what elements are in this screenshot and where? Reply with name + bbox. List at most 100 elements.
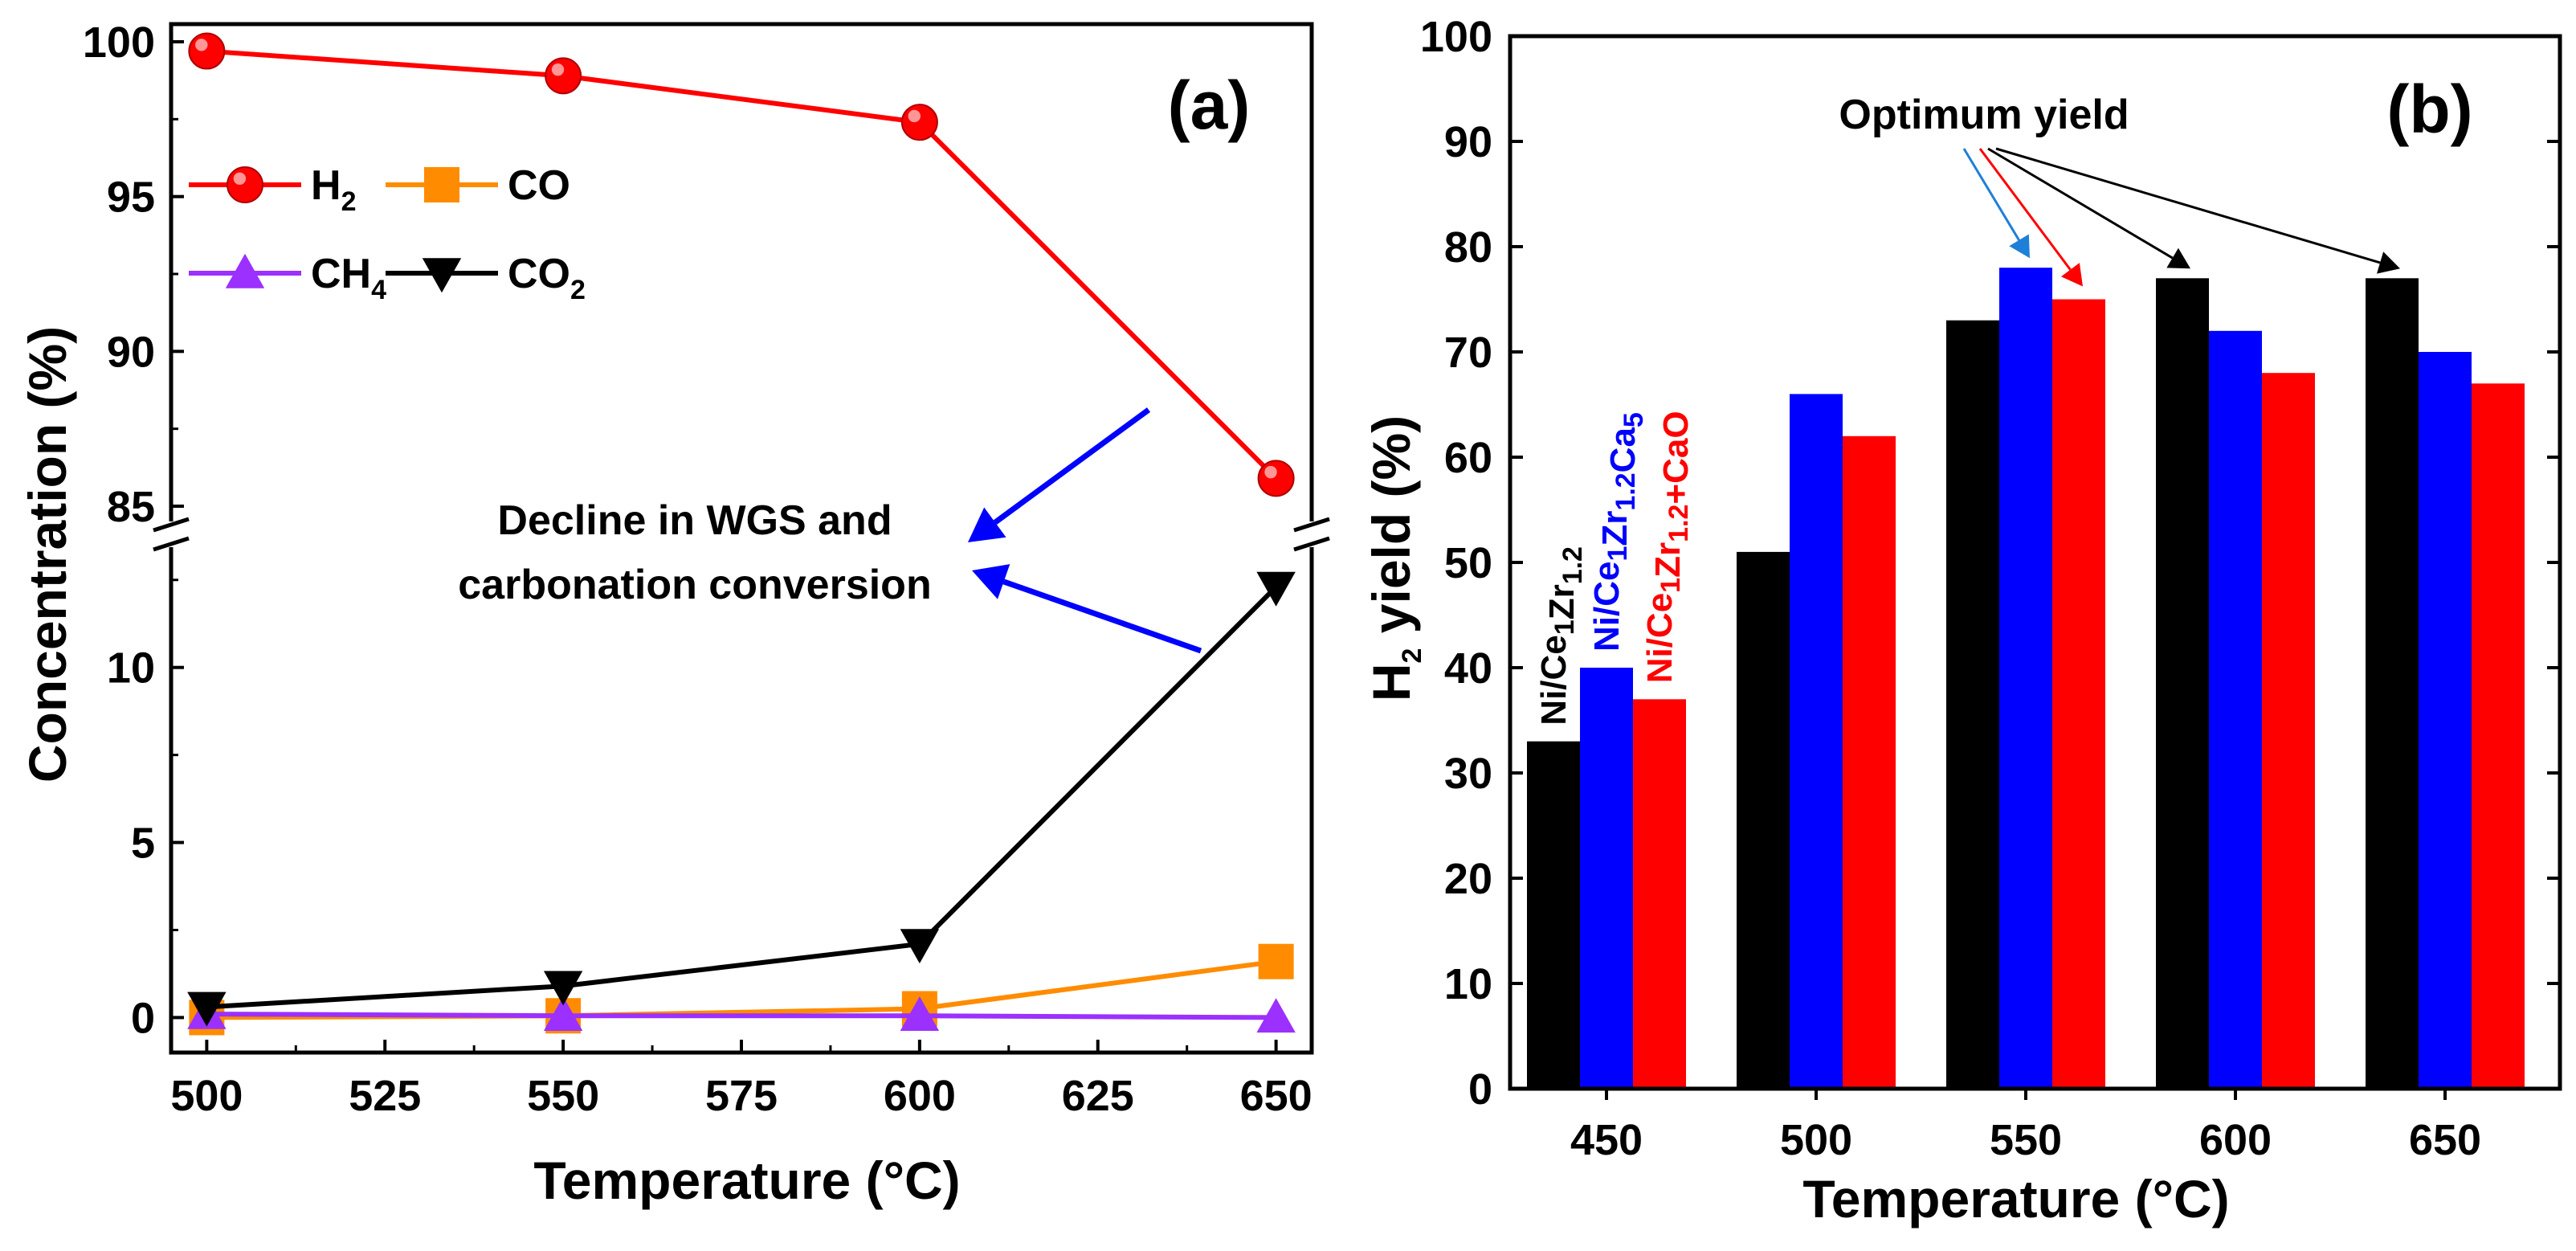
b-y-tick-label: 70 xyxy=(1444,329,1492,377)
panel-b-label: (b) xyxy=(2386,72,2472,147)
b-series-label-part: Ni/Ce xyxy=(1587,562,1627,652)
b-series-label-part: Ni/Ce xyxy=(1640,593,1680,683)
a-x-tick-label: 600 xyxy=(884,1072,956,1120)
b-y-tick-label: 50 xyxy=(1444,539,1492,587)
b-y-tick-label: 10 xyxy=(1444,960,1492,1008)
b-y-tick-label: 20 xyxy=(1444,855,1492,903)
b-bar-Ni/Ce1Zr1.2+CaO-450 xyxy=(1633,699,1686,1089)
b-series-label-Ni/Ce1Zr1.2+CaO: Ni/Ce1Zr1.2+CaO xyxy=(1640,411,1696,683)
b-y-tick-label: 100 xyxy=(1420,13,1492,61)
b-series-label-Ni/Ce1Zr1.2: Ni/Ce1Zr1.2 xyxy=(1534,546,1588,726)
b-x-tick-label: 600 xyxy=(2199,1116,2272,1164)
a-point-CO2 xyxy=(543,971,583,1006)
a-legend-marker-CO2 xyxy=(422,258,462,293)
a-y-tick-label: 5 xyxy=(131,820,155,868)
b-bar-Ni/Ce1Zr1.2-450 xyxy=(1527,741,1580,1089)
a-legend-label-main: H xyxy=(311,162,341,209)
panel-b-axes: 0 10 20 30 40 50 60 70 80 90 100 450 500 550 600 650 xyxy=(1420,13,2560,1164)
a-annotation-arrow-upper xyxy=(968,407,1151,542)
b-series-label-part: Zr xyxy=(1595,511,1635,546)
b-series-label-part: 5 xyxy=(1619,412,1649,427)
a-point-H2-body xyxy=(545,57,582,95)
a-point-H2-highlight xyxy=(551,63,565,76)
b-series-label-part: +CaO xyxy=(1656,411,1696,504)
b-arrow-to-600-black-shaft xyxy=(1987,147,2174,260)
a-point-H2-highlight xyxy=(908,109,921,123)
panel-b-bar-chart: 0 10 20 30 40 50 60 70 80 90 100 450 500 550 600 650 (b… xyxy=(1361,13,2562,1229)
b-arrow-to-550-blue xyxy=(1962,148,2030,259)
a-x-tick-label: 525 xyxy=(349,1072,421,1120)
b-bar-Ni/Ce1Zr1.2Ca5-450 xyxy=(1580,668,1633,1089)
panel-b-y-axis-title-rest: yield (%) xyxy=(1361,415,1421,648)
b-series-label-part: 1 xyxy=(1549,619,1580,635)
a-series-line-CH4 xyxy=(206,1012,1276,1020)
b-bar-Ni/Ce1Zr1.2Ca5-500 xyxy=(1790,394,1843,1089)
a-legend-label-main: CH xyxy=(311,251,371,297)
a-y-tick-label: 85 xyxy=(107,483,155,531)
b-y-tick-label: 80 xyxy=(1444,223,1492,272)
a-annotation-arrow-lower-shaft xyxy=(1002,578,1202,654)
panel-b-y-axis-title-main: H xyxy=(1361,663,1421,701)
a-break-slash-0-1 xyxy=(153,536,190,552)
a-point-CO2 xyxy=(900,929,940,964)
a-break-slash-1-0 xyxy=(1293,517,1330,533)
a-legend-marker-CH4 xyxy=(225,253,265,288)
a-break-slash-1-1 xyxy=(1293,536,1330,552)
panel-b-annotation-arrows xyxy=(1962,147,2400,287)
a-point-CO2 xyxy=(1256,571,1296,607)
a-point-H2-body xyxy=(1257,460,1295,497)
a-point-H2-highlight xyxy=(195,39,208,51)
b-series-label-part: Ca xyxy=(1603,427,1643,473)
b-arrow-to-600-black-head xyxy=(2166,247,2190,269)
a-legend-label-CH4: CH4 xyxy=(311,251,386,305)
panel-a-marks xyxy=(187,32,1296,1036)
a-point-H2 xyxy=(188,32,226,70)
b-y-tick-label: 0 xyxy=(1468,1065,1492,1114)
b-arrow-to-600-black xyxy=(1987,147,2190,269)
b-series-label-part: Zr xyxy=(1648,542,1688,578)
a-point-CH4 xyxy=(900,996,940,1031)
a-x-tick-label: 625 xyxy=(1062,1072,1134,1120)
panel-a-annotation-arrows xyxy=(968,407,1202,654)
b-bar-Ni/Ce1Zr1.2+CaO-650 xyxy=(2472,383,2525,1089)
a-point-H2 xyxy=(545,57,582,95)
panel-a-x-axis-title: Temperature (°C) xyxy=(533,1151,960,1210)
b-arrow-to-550-red xyxy=(1978,148,2083,287)
b-series-label-part: 1.2 xyxy=(1664,505,1694,542)
a-x-tick-label: 500 xyxy=(170,1072,243,1120)
a-y-tick-label: 10 xyxy=(107,644,155,693)
a-point-CO2 xyxy=(187,991,227,1027)
b-arrow-to-550-red-head xyxy=(2060,263,2083,287)
b-y-tick-label: 90 xyxy=(1444,118,1492,166)
a-legend-label-sub: 4 xyxy=(371,275,386,305)
a-legend-marker-CO xyxy=(424,167,459,202)
a-annotation-arrow-upper-shaft xyxy=(993,407,1151,525)
panel-a-annotation-line2: carbonation conversion xyxy=(458,562,931,608)
b-x-tick-label: 500 xyxy=(1780,1116,1852,1164)
a-y-tick-label: 90 xyxy=(107,328,155,376)
b-bar-Ni/Ce1Zr1.2Ca5-600 xyxy=(2209,330,2262,1089)
b-series-label-part: Ni/Ce xyxy=(1534,635,1574,725)
panel-a-label: (a) xyxy=(1168,67,1251,143)
a-point-H2 xyxy=(900,104,938,141)
a-series-line-CO2 xyxy=(206,585,1278,1010)
a-x-tick-label: 550 xyxy=(527,1072,599,1120)
b-y-tick-label: 40 xyxy=(1444,644,1492,693)
b-series-label-part: 1 xyxy=(1655,578,1686,593)
a-x-tick-label: 575 xyxy=(705,1072,778,1120)
b-series-label-part: Zr xyxy=(1542,584,1582,619)
a-point-H2-body xyxy=(900,104,938,141)
b-series-label-part: 1.2 xyxy=(1557,546,1588,584)
b-bar-Ni/Ce1Zr1.2Ca5-650 xyxy=(2419,352,2472,1089)
b-bar-Ni/Ce1Zr1.2-550 xyxy=(1946,320,1999,1089)
b-x-tick-label: 450 xyxy=(1570,1116,1643,1164)
a-legend-label-main: CO xyxy=(508,251,570,297)
a-point-H2-highlight xyxy=(1264,465,1277,479)
b-bar-Ni/Ce1Zr1.2+CaO-500 xyxy=(1843,435,1896,1089)
a-legend-label-main: CO xyxy=(508,162,570,209)
b-bar-Ni/Ce1Zr1.2+CaO-550 xyxy=(2052,299,2105,1089)
panel-a-y-axis-title: Concentration (%) xyxy=(18,326,77,783)
panel-b-y-axis-title-sub: 2 xyxy=(1397,648,1427,664)
